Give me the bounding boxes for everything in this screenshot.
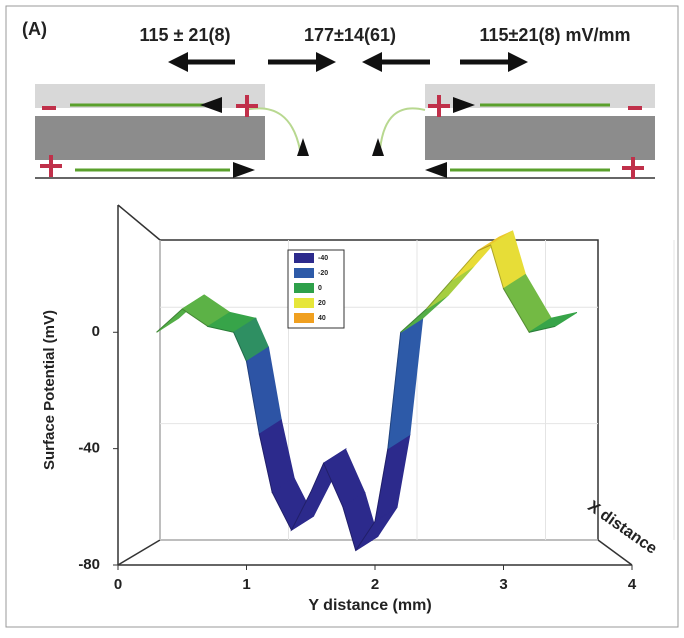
- legend-swatch: [294, 313, 314, 323]
- x-tick-label: 0: [114, 576, 122, 593]
- field-label: 115±21(8) mV/mm: [480, 25, 631, 45]
- legend-label: 20: [318, 300, 326, 307]
- surface-strip: [528, 311, 578, 333]
- field-label: 115 ± 21(8): [140, 25, 231, 45]
- legend-label: -20: [318, 270, 328, 277]
- x-tick-label: 4: [628, 576, 637, 593]
- field-arrows: [168, 52, 528, 72]
- legend-swatch: [294, 253, 314, 263]
- x-tick-label: 2: [371, 576, 379, 593]
- legend-label: 0: [318, 285, 322, 292]
- schematic: [35, 84, 655, 179]
- y-tick-label: -40: [78, 440, 100, 457]
- y-tick-label: -80: [78, 556, 100, 573]
- field-label: 177±14(61): [304, 25, 396, 45]
- legend-swatch: [294, 298, 314, 308]
- x-tick-label: 3: [499, 576, 507, 593]
- y-tick-label: 0: [92, 323, 100, 340]
- x-tick-label: 1: [242, 576, 250, 593]
- panel-label: (A): [22, 19, 47, 39]
- legend-label: 40: [318, 315, 326, 322]
- surface-edge: [156, 244, 556, 552]
- legend-label: -40: [318, 255, 328, 262]
- legend-swatch: [294, 283, 314, 293]
- legend-swatch: [294, 268, 314, 278]
- x-axis-label: Y distance (mm): [308, 597, 431, 614]
- y-axis-label: Surface Potential (mV): [41, 310, 58, 470]
